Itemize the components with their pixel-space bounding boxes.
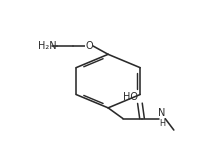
Text: H₂N: H₂N <box>38 41 56 51</box>
Text: H: H <box>159 119 165 128</box>
Text: HO: HO <box>123 92 138 102</box>
Text: N: N <box>159 108 166 118</box>
Text: O: O <box>85 41 93 51</box>
